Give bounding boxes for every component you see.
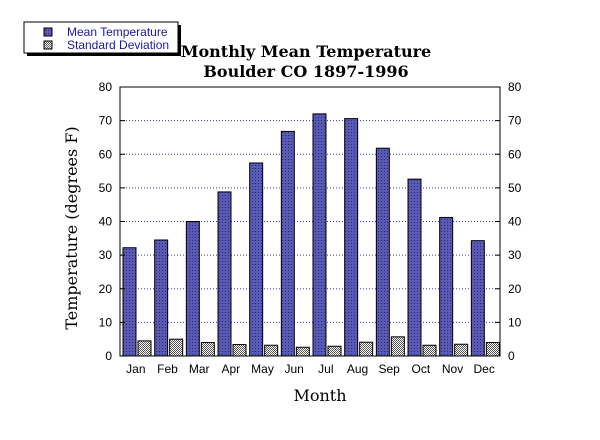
bar-standard-deviation — [485, 342, 500, 357]
legend-label-sd: Standard Deviation — [67, 38, 169, 52]
y-tick-label-right: 60 — [508, 147, 522, 161]
x-tick-label: Apr — [221, 362, 240, 376]
y-tick-label-right: 80 — [508, 80, 522, 94]
x-axis: Jan Feb Mar Apr May Jun Jul Aug Sep Oct Nov Dec — [126, 362, 495, 376]
chart-subtitle: Boulder CO 1897-1996 — [203, 62, 408, 81]
bar-mean-temperature — [344, 118, 359, 357]
chart-title: Monthly Mean Temperature — [181, 42, 431, 61]
legend: Mean Temperature Standard Deviation — [23, 21, 181, 56]
y-tick-label-left: 40 — [99, 215, 113, 229]
bar-standard-deviation — [264, 344, 279, 357]
bar-mean-temperature — [375, 147, 390, 357]
bar-mean-temperature — [439, 216, 454, 357]
x-tick-label: Jun — [284, 362, 303, 376]
bar-mean-temperature — [217, 191, 232, 357]
bar-standard-deviation — [137, 340, 152, 357]
bar-mean-temperature — [122, 247, 137, 357]
y-tick-label-right: 70 — [508, 114, 522, 128]
bar-mean-temperature — [407, 178, 422, 357]
y-tick-label-left: 10 — [99, 315, 113, 329]
x-tick-label: Jul — [318, 362, 333, 376]
bar-mean-temperature — [249, 162, 264, 357]
y-tick-label-left: 80 — [99, 80, 113, 94]
y-tick-label-right: 50 — [508, 181, 522, 195]
bar-mean-temperature — [154, 239, 169, 357]
x-tick-label: May — [251, 362, 274, 376]
y-tick-label-left: 70 — [99, 114, 113, 128]
right-y-axis: 0 10 20 30 40 50 60 70 80 — [495, 80, 522, 363]
x-axis-title: Month — [293, 386, 346, 405]
standard-deviation-series — [137, 336, 500, 357]
y-axis-title: Temperature (degrees F) — [62, 126, 81, 329]
bar-mean-temperature — [312, 113, 327, 357]
x-tick-label: Jan — [126, 362, 145, 376]
bar-standard-deviation — [169, 338, 184, 357]
x-tick-label: Aug — [347, 362, 368, 376]
bar-mean-temperature — [280, 130, 295, 357]
bar-standard-deviation — [200, 342, 215, 357]
x-tick-label: Oct — [411, 362, 430, 376]
y-tick-label-left: 60 — [99, 147, 113, 161]
y-tick-label-left: 20 — [99, 282, 113, 296]
x-tick-label: Sep — [378, 362, 400, 376]
bar-standard-deviation — [390, 336, 405, 357]
x-tick-label: Mar — [189, 362, 210, 376]
bar-mean-temperature — [470, 240, 485, 357]
legend-swatch-sd — [43, 40, 53, 50]
legend-label-mean: Mean Temperature — [67, 25, 168, 39]
mean-temperature-series — [122, 113, 485, 357]
bar-standard-deviation — [422, 344, 437, 357]
y-tick-label-left: 50 — [99, 181, 113, 195]
bar-standard-deviation — [327, 345, 342, 357]
bar-standard-deviation — [232, 344, 247, 357]
bar-mean-temperature — [185, 221, 200, 357]
legend-swatch-mean — [43, 27, 53, 37]
y-tick-label-right: 30 — [508, 248, 522, 262]
y-tick-label-right: 0 — [508, 349, 515, 363]
y-tick-label-right: 20 — [508, 282, 522, 296]
left-y-axis: 0 10 20 30 40 50 60 70 80 — [99, 80, 125, 363]
bar-standard-deviation — [454, 343, 469, 357]
x-tick-label: Nov — [442, 362, 463, 376]
y-tick-label-right: 40 — [508, 215, 522, 229]
x-tick-label: Dec — [473, 362, 494, 376]
y-tick-label-right: 10 — [508, 315, 522, 329]
x-tick-label: Feb — [157, 362, 178, 376]
bar-standard-deviation — [359, 341, 374, 357]
grid-lines — [120, 120, 500, 323]
y-tick-label-left: 30 — [99, 248, 113, 262]
y-tick-label-left: 0 — [105, 349, 112, 363]
bar-standard-deviation — [295, 346, 310, 357]
